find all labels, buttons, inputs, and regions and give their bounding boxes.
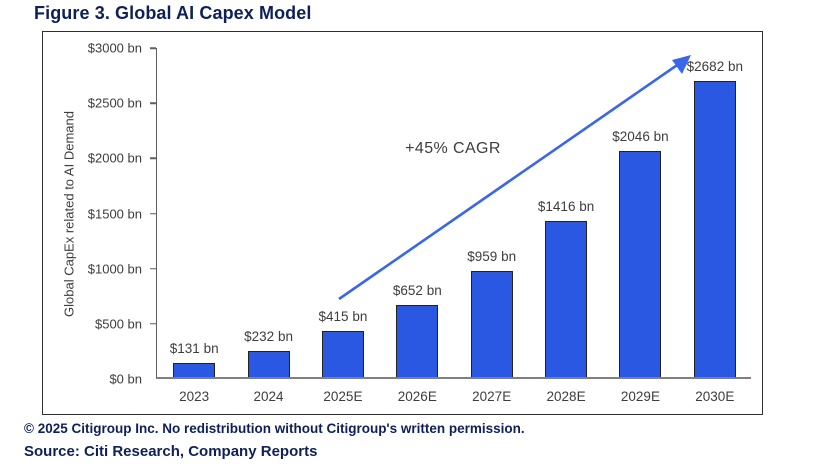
x-axis-label: 2025E (323, 389, 363, 404)
bar-value-label: $415 bn (318, 309, 368, 324)
y-tick-mark (150, 47, 156, 49)
bar-2027e (470, 271, 513, 377)
bar-value-label: $2682 bn (686, 59, 743, 74)
y-tick-label: $1000 bn (87, 261, 142, 277)
y-tick-label: $2500 bn (87, 95, 142, 111)
bar-2029e (619, 151, 662, 377)
bar-value-label: $959 bn (467, 249, 517, 264)
bar-2030e (693, 81, 736, 377)
x-axis-label: 2030E (695, 389, 735, 404)
y-tick-label: $500 bn (95, 316, 142, 332)
bar-value-label: $652 bn (392, 283, 442, 298)
y-tick-label: $2000 bn (87, 150, 142, 166)
bar-2025e (321, 331, 364, 377)
cagr-annotation: +45% CAGR (405, 140, 501, 157)
x-axis-label: 2029E (620, 389, 660, 404)
bar-2026e (396, 305, 439, 377)
y-tick-label: $0 bn (109, 371, 142, 387)
y-tick-label: $3000 bn (87, 40, 142, 56)
x-axis-label: 2023 (179, 389, 210, 404)
y-tick-mark (150, 323, 156, 325)
bar-value-label: $232 bn (244, 329, 293, 344)
x-axis-label: 2028E (546, 389, 586, 404)
bar-value-label: $1416 bn (537, 199, 595, 214)
bar-2024 (247, 351, 290, 377)
bar-2028e (545, 221, 588, 377)
source-note: Source: Citi Research, Company Reports (24, 443, 318, 460)
y-tick-mark (150, 102, 156, 104)
bar-value-label: $131 bn (169, 341, 219, 356)
copyright-note: © 2025 Citigroup Inc. No redistribution … (24, 421, 525, 436)
chart-frame: Global CapEx related to AI Demand $0 bn $… (42, 31, 763, 415)
figure-title: Figure 3. Global AI Capex Model (34, 3, 312, 23)
y-tick-mark (150, 157, 156, 160)
bar-value-label: $2046 bn (612, 129, 669, 144)
bar-2023 (173, 363, 216, 377)
x-axis-label: 2026E (397, 389, 437, 404)
y-tick-mark (150, 267, 156, 270)
plot-area: $131 bn 2023 $232 bn 2024 $415 bn 2025E $652 b… (156, 48, 751, 404)
x-axis-label: 2027E (472, 389, 512, 404)
y-tick-label: $1500 bn (87, 206, 142, 221)
x-axis-label: 2024 (253, 389, 284, 404)
y-axis-ticks: $0 bn $500 bn $1000 bn $1500 bn $2000 bn $250… (43, 41, 156, 387)
y-tick-mark (150, 212, 156, 215)
